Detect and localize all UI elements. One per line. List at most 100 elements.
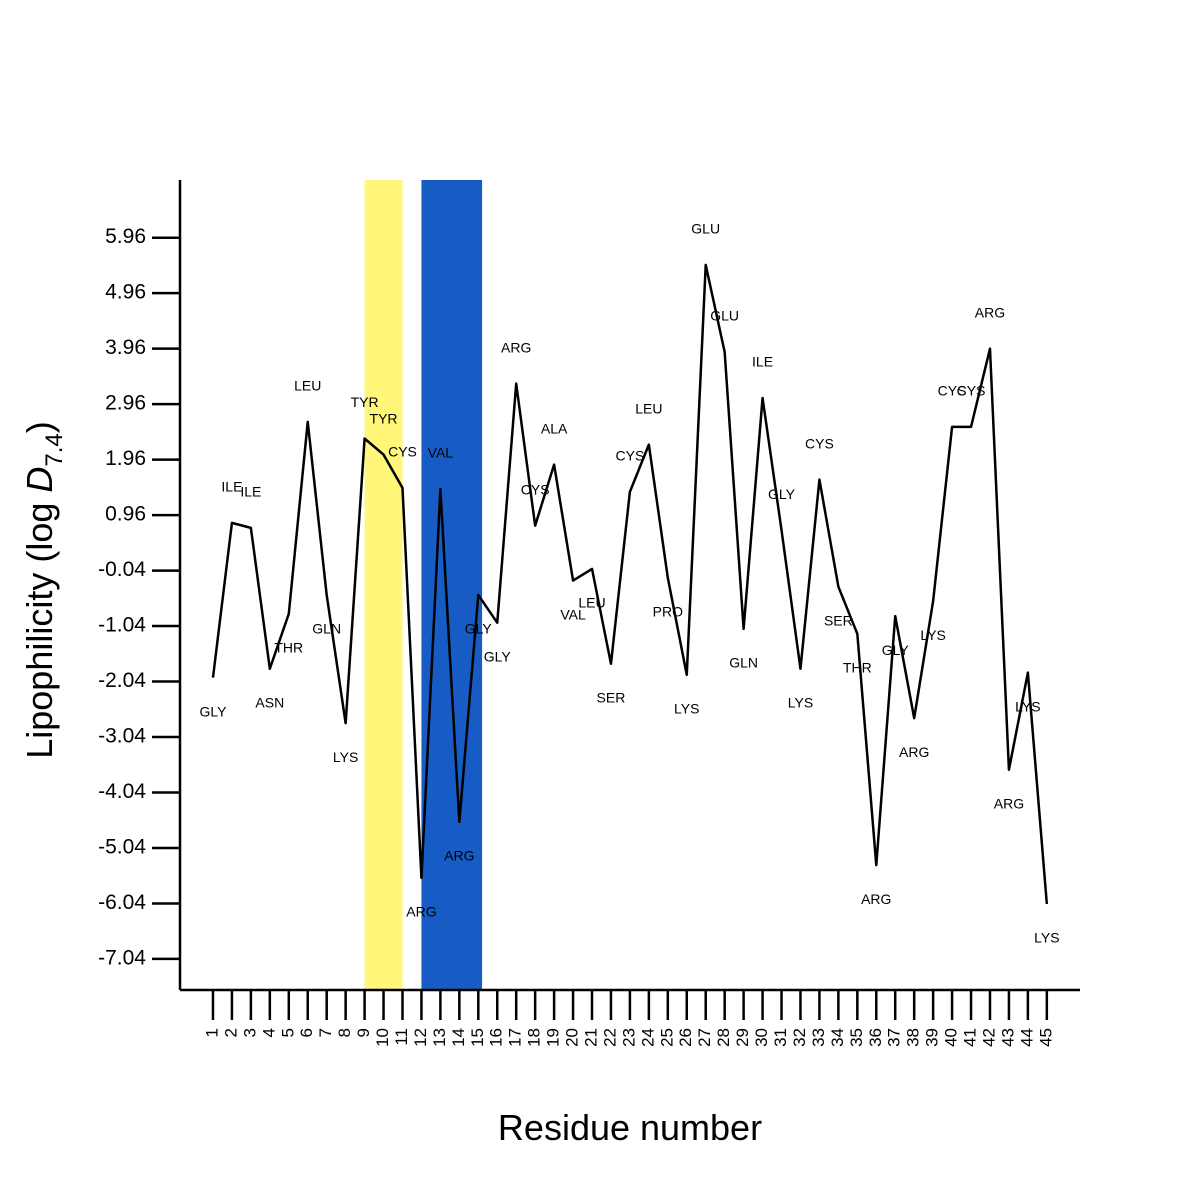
residue-label: THR xyxy=(843,660,872,676)
x-tick-label: 5 xyxy=(278,1028,297,1037)
residue-label: GLU xyxy=(691,221,720,237)
highlight-band xyxy=(421,180,483,990)
y-tick-label: -2.04 xyxy=(98,669,146,692)
y-tick-label: 2.96 xyxy=(105,392,146,415)
residue-label: GLY xyxy=(484,648,512,664)
y-label-close: ) xyxy=(19,421,60,433)
residue-label: VAL xyxy=(428,445,454,461)
x-tick-label: 1 xyxy=(202,1028,221,1037)
x-tick-label: 17 xyxy=(506,1028,525,1047)
y-tick-label: -7.04 xyxy=(98,946,146,969)
x-tick-label: 14 xyxy=(449,1028,468,1047)
x-axis-label: Residue number xyxy=(498,1107,762,1148)
x-tick-label: 2 xyxy=(221,1028,240,1037)
y-label-subscript: 7.4 xyxy=(41,433,68,466)
residue-label: ARG xyxy=(975,304,1005,320)
y-tick-label: -6.04 xyxy=(98,891,146,914)
x-tick-label: 37 xyxy=(885,1028,904,1047)
residue-label: LEU xyxy=(635,400,662,416)
residue-label: ILE xyxy=(221,479,242,495)
x-tick-label: 11 xyxy=(392,1028,411,1046)
y-tick-label: -0.04 xyxy=(98,558,146,581)
residue-label: GLY xyxy=(768,486,796,502)
x-tick-label: 25 xyxy=(657,1028,676,1047)
residue-label: ARG xyxy=(406,904,436,920)
x-tick-label: 8 xyxy=(335,1028,354,1037)
residue-label: CYS xyxy=(805,435,834,451)
x-tick-label: 20 xyxy=(563,1028,582,1047)
x-tick-label: 40 xyxy=(942,1028,961,1047)
residue-label: ILE xyxy=(240,484,261,500)
residue-label: LYS xyxy=(333,749,358,765)
x-tick-label: 35 xyxy=(847,1028,866,1047)
residue-label: ARG xyxy=(501,339,531,355)
residue-label: ARG xyxy=(899,744,929,760)
x-tick-label: 9 xyxy=(354,1028,373,1037)
x-tick-label: 29 xyxy=(733,1028,752,1047)
data-line xyxy=(211,263,1049,905)
x-tick-label: 13 xyxy=(430,1028,449,1047)
residue-label: GLY xyxy=(465,621,493,637)
x-tick-label: 4 xyxy=(259,1028,278,1037)
x-tick-label: 45 xyxy=(1036,1028,1055,1047)
x-tick-label: 30 xyxy=(752,1028,771,1047)
x-tick-label: 27 xyxy=(695,1028,714,1047)
y-axis-label: Lipophilicity (log D7.4) xyxy=(19,421,68,759)
residue-label: GLY xyxy=(199,703,227,719)
y-tick-label: 0.96 xyxy=(105,503,146,526)
residue-label: CYS xyxy=(957,383,986,399)
residue-label: CYS xyxy=(521,481,550,497)
residue-label: GLN xyxy=(729,655,758,671)
residue-label: GLY xyxy=(882,642,910,658)
residue-label: ARG xyxy=(994,795,1024,811)
residue-label: LYS xyxy=(1034,930,1059,946)
residue-label: THR xyxy=(274,640,303,656)
residue-label: CYS xyxy=(388,444,417,460)
x-tick-label: 24 xyxy=(638,1028,657,1047)
y-tick-label: 3.96 xyxy=(105,336,146,359)
x-tick-label: 10 xyxy=(373,1028,392,1047)
residue-label: LYS xyxy=(920,627,945,643)
residue-label: TYR xyxy=(370,410,398,426)
residue-label: LYS xyxy=(674,701,699,717)
x-tick-label: 23 xyxy=(619,1028,638,1047)
residue-label: SER xyxy=(597,689,626,705)
residue-label: LYS xyxy=(1015,698,1040,714)
x-tick-label: 6 xyxy=(297,1028,316,1037)
y-label-symbol: D xyxy=(19,467,60,493)
x-tick-label: 32 xyxy=(790,1028,809,1047)
residue-label: ARG xyxy=(861,891,891,907)
residue-label: GLU xyxy=(710,308,739,324)
residue-label: GLN xyxy=(312,621,341,637)
x-tick-label: 28 xyxy=(714,1028,733,1047)
y-tick-label: -3.04 xyxy=(98,725,146,748)
y-tick-label: -5.04 xyxy=(98,836,146,859)
residue-label: CYS xyxy=(938,383,967,399)
y-tick-label: -4.04 xyxy=(98,780,146,803)
x-tick-label: 43 xyxy=(998,1028,1017,1047)
x-tick-label: 7 xyxy=(316,1028,335,1037)
x-tick-label: 44 xyxy=(1017,1028,1036,1047)
x-tick-label: 34 xyxy=(828,1028,847,1047)
y-tick-label: 5.96 xyxy=(105,225,146,248)
x-tick-label: 41 xyxy=(961,1028,980,1047)
x-tick-label: 12 xyxy=(411,1028,430,1047)
residue-label: LEU xyxy=(578,595,605,611)
highlight-band xyxy=(364,180,403,990)
residue-label: LYS xyxy=(788,694,813,710)
residue-label: ASN xyxy=(255,694,284,710)
x-tick-label: 22 xyxy=(600,1028,619,1047)
x-tick-label: 31 xyxy=(771,1028,790,1047)
y-label-text: Lipophilicity (log xyxy=(19,493,60,759)
x-tick-label: 39 xyxy=(923,1028,942,1047)
x-tick-label: 16 xyxy=(487,1028,506,1047)
y-tick-label: -1.04 xyxy=(98,614,146,637)
residue-label: SER xyxy=(824,612,853,628)
residue-label: TYR xyxy=(351,394,379,410)
y-tick-label: 1.96 xyxy=(105,447,146,470)
x-tick-label: 3 xyxy=(240,1028,259,1037)
residue-label: VAL xyxy=(560,606,586,622)
x-tick-label: 18 xyxy=(525,1028,544,1047)
x-tick-label: 33 xyxy=(809,1028,828,1047)
